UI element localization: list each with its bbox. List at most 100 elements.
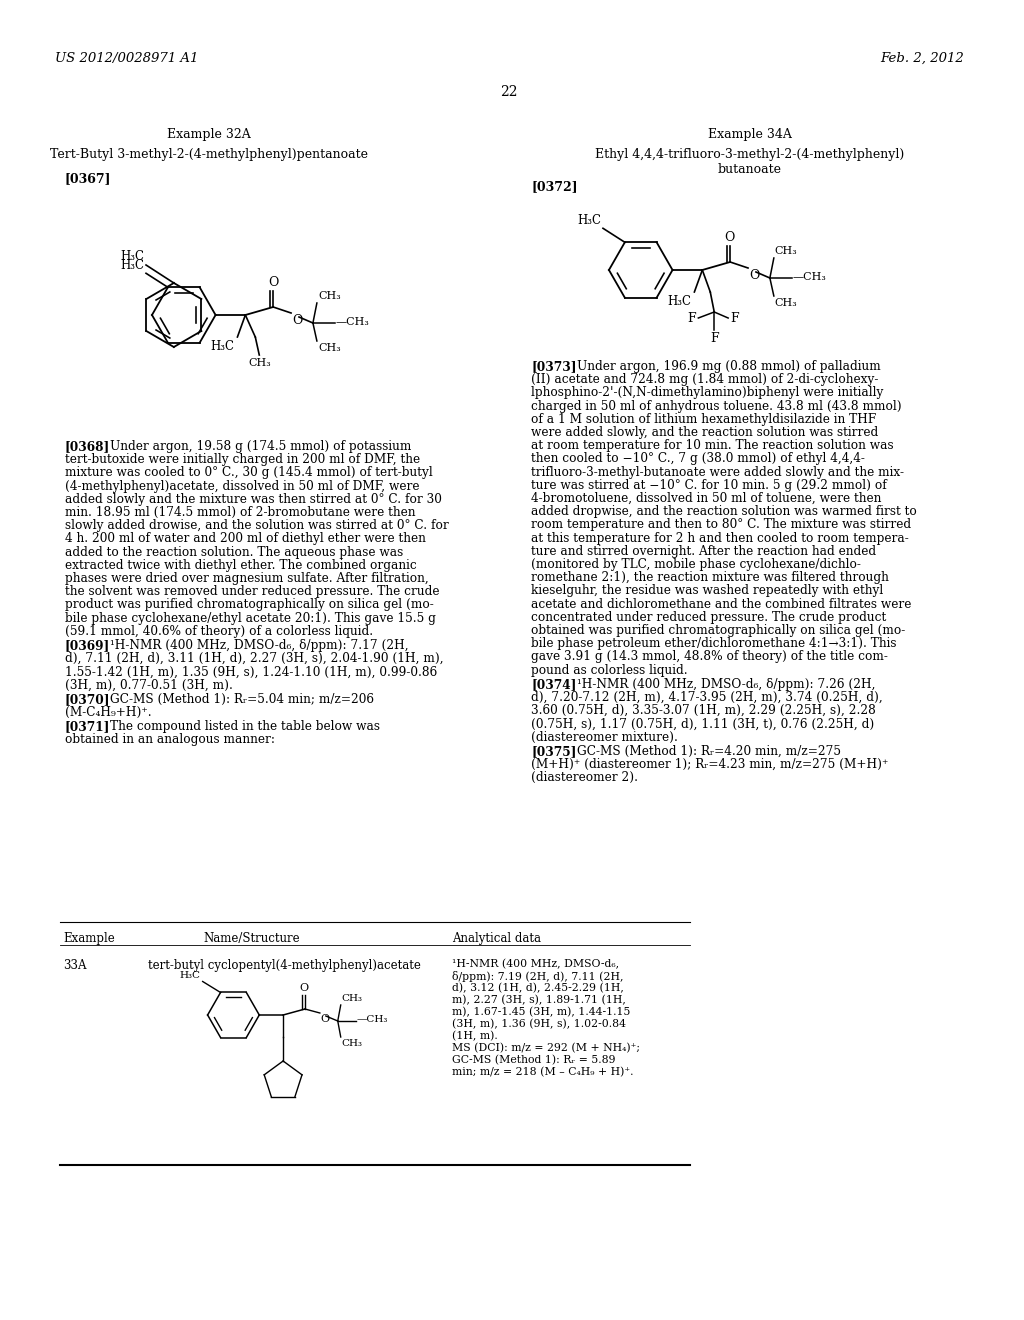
Text: pound as colorless liquid.: pound as colorless liquid. — [531, 664, 688, 677]
Text: GC-MS (Method 1): Rᵣ=5.04 min; m/z=206: GC-MS (Method 1): Rᵣ=5.04 min; m/z=206 — [111, 693, 374, 706]
Text: Feb. 2, 2012: Feb. 2, 2012 — [880, 51, 964, 65]
Text: H₃C: H₃C — [120, 249, 144, 263]
Text: (II) acetate and 724.8 mg (1.84 mmol) of 2-di-cyclohexy-: (II) acetate and 724.8 mg (1.84 mmol) of… — [531, 374, 879, 387]
Text: (4-methylphenyl)acetate, dissolved in 50 ml of DMF, were: (4-methylphenyl)acetate, dissolved in 50… — [65, 479, 419, 492]
Text: m), 1.67-1.45 (3H, m), 1.44-1.15: m), 1.67-1.45 (3H, m), 1.44-1.15 — [452, 1007, 631, 1018]
Text: CH₃: CH₃ — [317, 343, 341, 352]
Text: [0371]: [0371] — [65, 721, 110, 733]
Text: [0368]: [0368] — [65, 440, 110, 453]
Text: Under argon, 196.9 mg (0.88 mmol) of palladium: Under argon, 196.9 mg (0.88 mmol) of pal… — [578, 360, 881, 374]
Text: 1.55-1.42 (1H, m), 1.35 (9H, s), 1.24-1.10 (1H, m), 0.99-0.86: 1.55-1.42 (1H, m), 1.35 (9H, s), 1.24-1.… — [65, 665, 437, 678]
Text: gave 3.91 g (14.3 mmol, 48.8% of theory) of the title com-: gave 3.91 g (14.3 mmol, 48.8% of theory)… — [531, 651, 889, 664]
Text: H₃C: H₃C — [211, 341, 234, 352]
Text: min. 18.95 ml (174.5 mmol) of 2-bromobutane were then: min. 18.95 ml (174.5 mmol) of 2-bromobut… — [65, 506, 415, 519]
Text: ¹H-NMR (400 MHz, DMSO-d₆,: ¹H-NMR (400 MHz, DMSO-d₆, — [452, 960, 620, 969]
Text: H₃C: H₃C — [179, 972, 201, 981]
Text: (monitored by TLC, mobile phase cyclohexane/dichlo-: (monitored by TLC, mobile phase cyclohex… — [531, 558, 861, 572]
Text: ture and stirred overnight. After the reaction had ended: ture and stirred overnight. After the re… — [531, 545, 877, 558]
Text: trifluoro-3-methyl-butanoate were added slowly and the mix-: trifluoro-3-methyl-butanoate were added … — [531, 466, 904, 479]
Text: kieselguhr, the residue was washed repeatedly with ethyl: kieselguhr, the residue was washed repea… — [531, 585, 884, 598]
Text: at this temperature for 2 h and then cooled to room tempera-: at this temperature for 2 h and then coo… — [531, 532, 909, 545]
Text: added dropwise, and the reaction solution was warmed first to: added dropwise, and the reaction solutio… — [531, 506, 918, 519]
Text: O: O — [749, 269, 760, 282]
Text: [0374]: [0374] — [531, 677, 577, 690]
Text: MS (DCI): m/z = 292 (M + NH₄)⁺;: MS (DCI): m/z = 292 (M + NH₄)⁺; — [452, 1043, 640, 1053]
Text: Under argon, 19.58 g (174.5 mmol) of potassium: Under argon, 19.58 g (174.5 mmol) of pot… — [111, 440, 412, 453]
Text: 22: 22 — [500, 84, 517, 99]
Text: slowly added drowise, and the solution was stirred at 0° C. for: slowly added drowise, and the solution w… — [65, 519, 449, 532]
Text: extracted twice with diethyl ether. The combined organic: extracted twice with diethyl ether. The … — [65, 558, 417, 572]
Text: —CH₃: —CH₃ — [336, 317, 370, 327]
Text: [0372]: [0372] — [531, 180, 579, 193]
Text: (M-C₄H₉+H)⁺.: (M-C₄H₉+H)⁺. — [65, 706, 152, 719]
Text: H₃C: H₃C — [577, 214, 601, 227]
Text: —CH₃: —CH₃ — [793, 272, 826, 282]
Text: romethane 2:1), the reaction mixture was filtered through: romethane 2:1), the reaction mixture was… — [531, 572, 889, 585]
Text: [0370]: [0370] — [65, 693, 110, 706]
Text: CH₃: CH₃ — [775, 246, 798, 256]
Text: product was purified chromatographically on silica gel (mo-: product was purified chromatographically… — [65, 598, 433, 611]
Text: Tert-Butyl 3-methyl-2-(4-methylphenyl)pentanoate: Tert-Butyl 3-methyl-2-(4-methylphenyl)pe… — [49, 148, 368, 161]
Text: O: O — [321, 1014, 330, 1024]
Text: (diastereomer 2).: (diastereomer 2). — [531, 771, 638, 784]
Text: tert-butyl cyclopentyl(4-methylphenyl)acetate: tert-butyl cyclopentyl(4-methylphenyl)ac… — [148, 960, 421, 972]
Text: The compound listed in the table below was: The compound listed in the table below w… — [111, 721, 380, 733]
Text: (3H, m), 0.77-0.51 (3H, m).: (3H, m), 0.77-0.51 (3H, m). — [65, 678, 232, 692]
Text: butanoate: butanoate — [718, 162, 782, 176]
Text: (1H, m).: (1H, m). — [452, 1031, 498, 1041]
Text: Ethyl 4,4,4-trifluoro-3-methyl-2-(4-methylphenyl): Ethyl 4,4,4-trifluoro-3-methyl-2-(4-meth… — [595, 148, 904, 161]
Text: [0375]: [0375] — [531, 744, 577, 758]
Text: CH₃: CH₃ — [342, 1039, 362, 1048]
Text: Example 32A: Example 32A — [167, 128, 251, 141]
Text: US 2012/0028971 A1: US 2012/0028971 A1 — [54, 51, 198, 65]
Text: ¹H-NMR (400 MHz, DMSO-d₆, δ/ppm): 7.26 (2H,: ¹H-NMR (400 MHz, DMSO-d₆, δ/ppm): 7.26 (… — [578, 677, 876, 690]
Text: [0367]: [0367] — [65, 172, 111, 185]
Text: d), 3.12 (1H, d), 2.45-2.29 (1H,: d), 3.12 (1H, d), 2.45-2.29 (1H, — [452, 983, 624, 994]
Text: δ/ppm): 7.19 (2H, d), 7.11 (2H,: δ/ppm): 7.19 (2H, d), 7.11 (2H, — [452, 972, 624, 982]
Text: F: F — [710, 333, 719, 345]
Text: 3.60 (0.75H, d), 3.35-3.07 (1H, m), 2.29 (2.25H, s), 2.28: 3.60 (0.75H, d), 3.35-3.07 (1H, m), 2.29… — [531, 704, 877, 717]
Text: d), 7.20-7.12 (2H, m), 4.17-3.95 (2H, m), 3.74 (0.25H, d),: d), 7.20-7.12 (2H, m), 4.17-3.95 (2H, m)… — [531, 690, 884, 704]
Text: added to the reaction solution. The aqueous phase was: added to the reaction solution. The aque… — [65, 545, 402, 558]
Text: m), 2.27 (3H, s), 1.89-1.71 (1H,: m), 2.27 (3H, s), 1.89-1.71 (1H, — [452, 995, 626, 1006]
Text: [0373]: [0373] — [531, 360, 577, 374]
Text: Analytical data: Analytical data — [452, 932, 541, 945]
Text: F: F — [688, 313, 696, 326]
Text: obtained in an analogous manner:: obtained in an analogous manner: — [65, 734, 274, 746]
Text: (M+H)⁺ (diastereomer 1); Rᵣ=4.23 min, m/z=275 (M+H)⁺: (M+H)⁺ (diastereomer 1); Rᵣ=4.23 min, m/… — [531, 758, 889, 771]
Text: 4-bromotoluene, dissolved in 50 ml of toluene, were then: 4-bromotoluene, dissolved in 50 ml of to… — [531, 492, 882, 506]
Text: lphosphino-2'-(N,N-dimethylamino)biphenyl were initially: lphosphino-2'-(N,N-dimethylamino)bipheny… — [531, 387, 884, 400]
Text: [0369]: [0369] — [65, 639, 110, 652]
Text: bile phase cyclohexane/ethyl acetate 20:1). This gave 15.5 g: bile phase cyclohexane/ethyl acetate 20:… — [65, 611, 435, 624]
Text: O: O — [268, 276, 279, 289]
Text: O: O — [299, 983, 308, 993]
Text: CH₃: CH₃ — [317, 290, 341, 301]
Text: ture was stirred at −10° C. for 10 min. 5 g (29.2 mmol) of: ture was stirred at −10° C. for 10 min. … — [531, 479, 887, 492]
Text: min; m/z = 218 (M – C₄H₉ + H)⁺.: min; m/z = 218 (M – C₄H₉ + H)⁺. — [452, 1067, 634, 1077]
Text: were added slowly, and the reaction solution was stirred: were added slowly, and the reaction solu… — [531, 426, 879, 440]
Text: H₃C: H₃C — [120, 259, 144, 272]
Text: acetate and dichloromethane and the combined filtrates were: acetate and dichloromethane and the comb… — [531, 598, 911, 611]
Text: at room temperature for 10 min. The reaction solution was: at room temperature for 10 min. The reac… — [531, 440, 894, 453]
Text: tert-butoxide were initially charged in 200 ml of DMF, the: tert-butoxide were initially charged in … — [65, 453, 420, 466]
Text: GC-MS (Method 1): Rᵣ = 5.89: GC-MS (Method 1): Rᵣ = 5.89 — [452, 1055, 615, 1065]
Text: then cooled to −10° C., 7 g (38.0 mmol) of ethyl 4,4,4-: then cooled to −10° C., 7 g (38.0 mmol) … — [531, 453, 865, 466]
Text: Name/Structure: Name/Structure — [204, 932, 300, 945]
Text: ¹H-NMR (400 MHz, DMSO-d₆, δ/ppm): 7.17 (2H,: ¹H-NMR (400 MHz, DMSO-d₆, δ/ppm): 7.17 (… — [111, 639, 409, 652]
Text: charged in 50 ml of anhydrous toluene. 43.8 ml (43.8 mmol): charged in 50 ml of anhydrous toluene. 4… — [531, 400, 902, 413]
Text: (59.1 mmol, 40.6% of theory) of a colorless liquid.: (59.1 mmol, 40.6% of theory) of a colorl… — [65, 624, 373, 638]
Text: GC-MS (Method 1): Rᵣ=4.20 min, m/z=275: GC-MS (Method 1): Rᵣ=4.20 min, m/z=275 — [578, 744, 841, 758]
Text: room temperature and then to 80° C. The mixture was stirred: room temperature and then to 80° C. The … — [531, 519, 911, 532]
Text: added slowly and the mixture was then stirred at 0° C. for 30: added slowly and the mixture was then st… — [65, 492, 441, 506]
Text: Example: Example — [63, 932, 116, 945]
Text: 4 h. 200 ml of water and 200 ml of diethyl ether were then: 4 h. 200 ml of water and 200 ml of dieth… — [65, 532, 425, 545]
Text: 33A: 33A — [63, 960, 87, 972]
Text: (0.75H, s), 1.17 (0.75H, d), 1.11 (3H, t), 0.76 (2.25H, d): (0.75H, s), 1.17 (0.75H, d), 1.11 (3H, t… — [531, 717, 874, 730]
Text: obtained was purified chromatographically on silica gel (mo-: obtained was purified chromatographicall… — [531, 624, 905, 638]
Text: of a 1 M solution of lithium hexamethyldisilazide in THF: of a 1 M solution of lithium hexamethyld… — [531, 413, 877, 426]
Text: the solvent was removed under reduced pressure. The crude: the solvent was removed under reduced pr… — [65, 585, 439, 598]
Text: Example 34A: Example 34A — [708, 128, 792, 141]
Text: concentrated under reduced pressure. The crude product: concentrated under reduced pressure. The… — [531, 611, 887, 624]
Text: O: O — [724, 231, 734, 244]
Text: (diastereomer mixture).: (diastereomer mixture). — [531, 730, 678, 743]
